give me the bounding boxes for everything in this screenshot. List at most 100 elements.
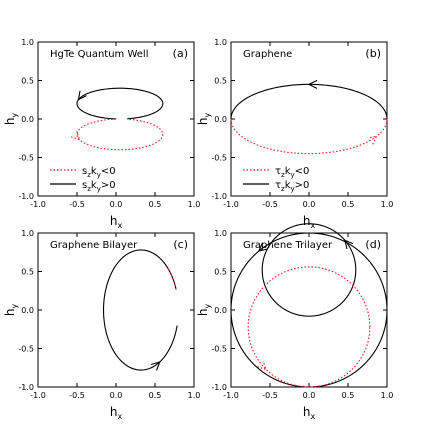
panel-label: (c) [173,238,188,251]
direction-arrow [150,361,161,371]
plot-frame [230,232,388,388]
x-axis-label-base: h [110,405,118,419]
y-axis-label-base: h [196,309,210,317]
y-tick-label: -0.5 [18,345,34,354]
panel-label: (a) [173,47,188,60]
legend-mid: k [91,180,97,191]
x-axis-label: hx [303,405,316,421]
x-axis-label: hx [110,405,123,421]
panel-title: Graphene [243,49,292,60]
y-tick-label: -1.0 [211,383,227,392]
legend-sub1: z [87,185,91,193]
y-tick-label: 1.0 [21,229,34,238]
panel-title: HgTe Quantum Well [50,49,148,60]
panel-d: -1.0 -0.5 0.0 0.5 1.01.00.50.0-0.5-1.0hxhyGr… [196,223,394,421]
y-tick-label: 1.0 [214,38,227,47]
y-tick-label: 0.5 [21,77,34,86]
legend-base: s [82,180,87,191]
x-tick-label: 0.0 [110,200,123,209]
legend-relation: <0 [101,166,116,177]
legend-entry: τzky<0 [275,166,309,179]
y-tick-label: -0.5 [18,154,34,163]
x-axis-label-base: h [303,214,311,228]
legend-entry: szky<0 [82,166,116,179]
panel-label: (d) [365,238,381,251]
x-tick-label: 0.0 [303,200,316,209]
y-tick-label: -1.0 [211,192,227,201]
y-tick-label: -1.0 [18,192,34,201]
x-tick-label: 0.5 [149,200,162,209]
y-tick-label: -1.0 [18,383,34,392]
legend-base: τ [275,180,281,191]
legend-relation: <0 [295,166,310,177]
legend-mid: k [285,166,291,177]
series-curve-dotted [76,118,164,151]
x-axis-label-sub: x [117,221,122,230]
x-tick-label: -1.0 [223,391,239,400]
legend-relation: >0 [101,180,116,191]
panel-c: -1.0 -0.5 0.0 0.5 1.01.00.50.0-0.5-1.0hxhyGr… [3,229,200,421]
y-tick-label: 0.0 [214,306,227,315]
series-curve-solid [230,232,388,388]
direction-arrow [367,135,378,145]
y-tick-label: -0.5 [211,154,227,163]
x-axis-label-base: h [303,405,311,419]
x-axis-label-base: h [110,214,118,228]
y-axis-label-base: h [196,118,210,126]
y-axis-label: hy [3,304,19,317]
panel-a: -1.0 -0.5 0.0 0.5 1.01.00.50.0-0.5-1.0hxhyHg… [3,38,200,230]
x-tick-label: 0.5 [342,391,355,400]
y-axis-label-base: h [3,118,17,126]
y-tick-label: 0.0 [214,115,227,124]
x-tick-label: -0.5 [69,200,85,209]
legend-mid: k [285,180,291,191]
x-tick-label: 0.0 [110,391,123,400]
legend-base: τ [275,166,281,177]
series-curve-dotted [247,266,371,388]
series-curve-dotted [230,118,388,155]
legend-mid: k [91,166,97,177]
direction-arrow [77,90,87,101]
y-axis-label-sub: y [10,304,19,309]
legend-relation: >0 [295,180,310,191]
x-tick-label: -1.0 [223,200,239,209]
x-tick-label: 0.5 [149,391,162,400]
legend-sub1: z [87,171,91,179]
y-tick-label: 1.0 [21,38,34,47]
x-tick-label: -0.5 [262,200,278,209]
y-tick-label: -0.5 [211,345,227,354]
series-curve-solid [76,87,164,120]
series-curve-solid [102,249,178,371]
legend-base: s [82,166,87,177]
x-tick-label: -0.5 [262,391,278,400]
y-tick-label: 0.0 [21,306,34,315]
legend-entry: τzky>0 [275,180,309,193]
y-axis-label: hy [3,113,19,126]
panel-title: Graphene Trilayer [243,240,333,251]
direction-arrow [257,360,267,371]
x-tick-label: 1.0 [381,391,394,400]
legend-entry: szky>0 [82,180,116,193]
panel-label: (b) [365,47,381,60]
y-tick-label: 0.5 [21,268,34,277]
x-axis-label-sub: x [310,221,315,230]
legend-sub1: z [281,185,285,193]
x-tick-label: -0.5 [69,391,85,400]
x-axis-label-sub: x [117,412,122,421]
panel-title: Graphene Bilayer [50,240,138,251]
x-axis-label: hx [303,214,316,230]
direction-arrow [307,79,318,89]
direction-arrow [70,131,81,141]
x-tick-label: 1.0 [188,200,201,209]
series-curve-solid [230,83,388,120]
y-tick-label: 1.0 [214,229,227,238]
y-axis-label-sub: y [10,113,19,118]
panel-b: -1.0 -0.5 0.0 0.5 1.01.00.50.0-0.5-1.0hxhyGr… [196,38,393,230]
x-tick-label: 0.0 [303,391,316,400]
y-axis-label: hy [196,304,212,317]
legend-sub1: z [281,171,285,179]
series-curve-solid [261,223,357,317]
y-tick-label: 0.5 [214,77,227,86]
legend-sub2: y [291,185,295,193]
x-tick-label: 1.0 [381,200,394,209]
